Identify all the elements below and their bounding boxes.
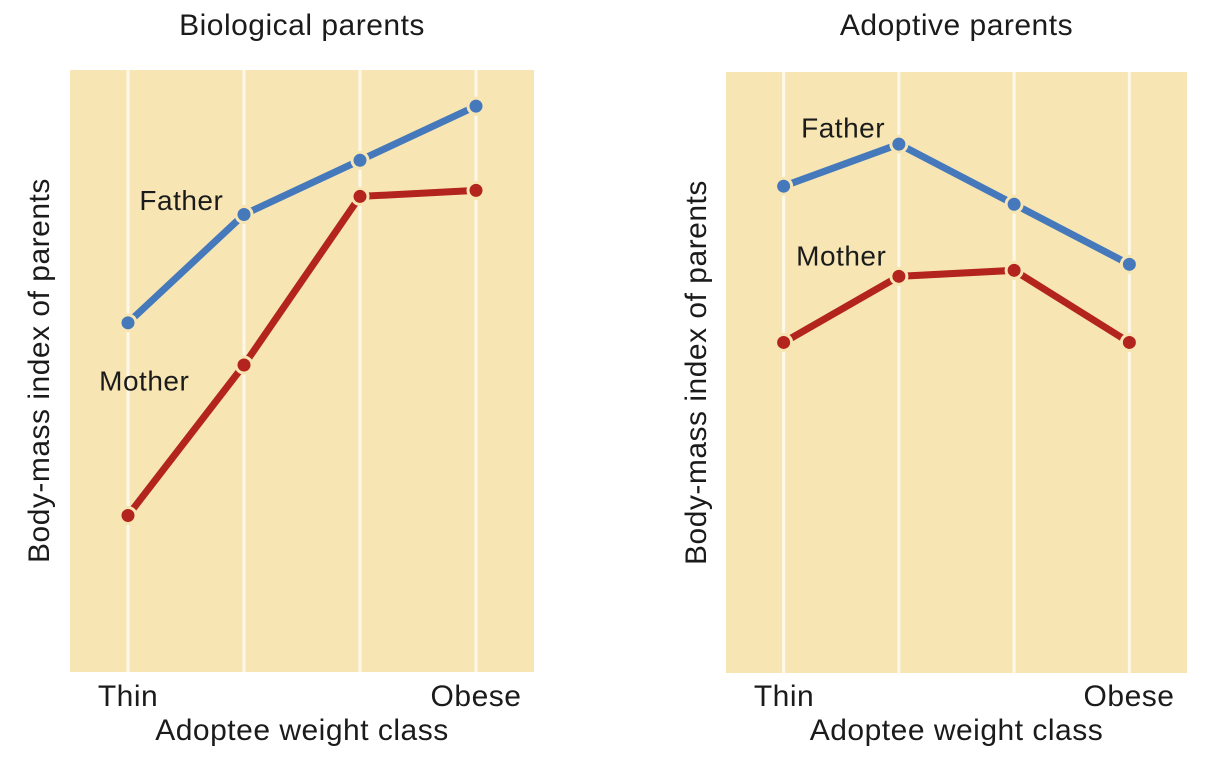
father-line bbox=[125, 102, 478, 326]
father-point-2 bbox=[1004, 194, 1024, 214]
plot-background bbox=[70, 70, 534, 672]
mother-point-1 bbox=[234, 355, 254, 375]
father-point-1 bbox=[889, 134, 909, 154]
x-tick-thin: Thin bbox=[97, 680, 159, 713]
mother-point-0 bbox=[118, 505, 138, 525]
plot-area-adoptive: Father Mother bbox=[726, 72, 1187, 673]
mother-point-2 bbox=[350, 186, 370, 206]
mother-point-2 bbox=[1004, 260, 1024, 280]
series-label-father: Father bbox=[801, 113, 885, 144]
x-axis-label-adoptive: Adoptee weight class bbox=[809, 714, 1104, 747]
plot-area-biological: Father Mother bbox=[70, 70, 534, 672]
father-point-0 bbox=[774, 176, 794, 196]
father-line bbox=[782, 140, 1131, 268]
series-label-mother: Mother bbox=[99, 365, 189, 396]
mother-point-3 bbox=[466, 180, 486, 200]
father-point-3 bbox=[1119, 254, 1139, 274]
series-label-mother: Mother bbox=[796, 241, 886, 272]
chart-title-adoptive: Adoptive parents bbox=[839, 9, 1074, 42]
mother-line bbox=[781, 266, 1132, 346]
y-axis-label-adoptive: Body-mass index of parents bbox=[680, 180, 713, 565]
plot-background bbox=[726, 72, 1187, 673]
mother-line bbox=[125, 186, 477, 518]
father-point-0 bbox=[118, 313, 138, 333]
series-label-father: Father bbox=[139, 185, 223, 216]
x-tick-thin: Thin bbox=[753, 680, 815, 713]
chart-title-biological: Biological parents bbox=[179, 9, 425, 42]
father-point-2 bbox=[350, 150, 370, 170]
y-axis-label-biological: Body-mass index of parents bbox=[23, 178, 56, 564]
mother-point-0 bbox=[774, 332, 794, 352]
x-axis-label-biological: Adoptee weight class bbox=[155, 714, 449, 747]
father-point-3 bbox=[466, 96, 486, 116]
mother-point-1 bbox=[889, 266, 909, 286]
mother-point-3 bbox=[1119, 332, 1139, 352]
x-tick-obese: Obese bbox=[1083, 680, 1175, 713]
x-tick-obese: Obese bbox=[430, 680, 522, 713]
father-point-1 bbox=[234, 204, 254, 224]
